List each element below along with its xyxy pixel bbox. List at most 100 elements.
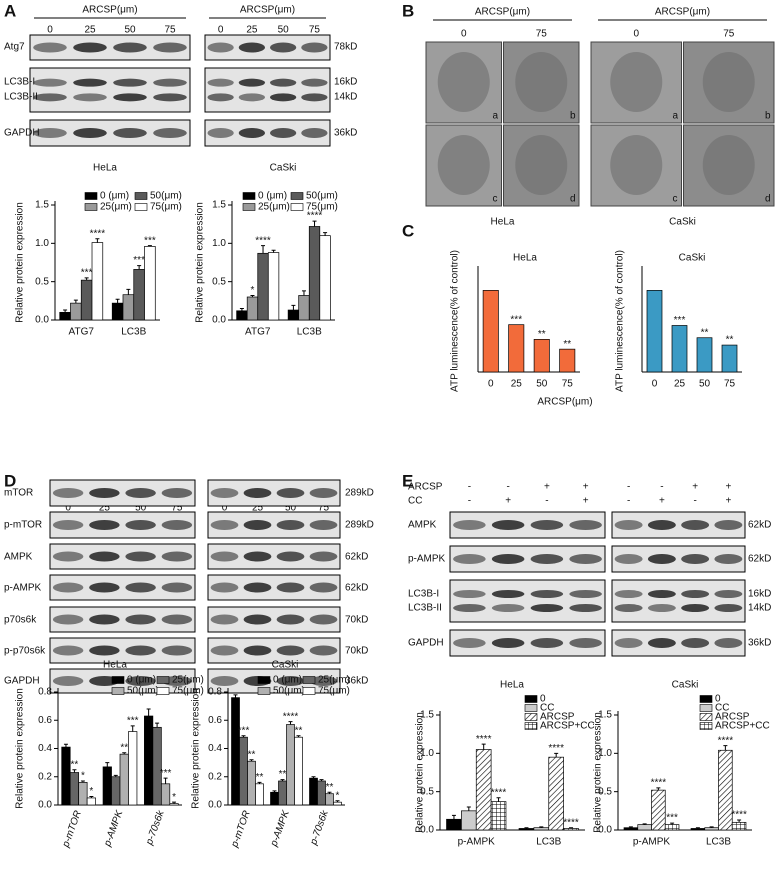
blot-band [453,554,486,564]
lane-label: 0 [633,29,639,40]
bar [308,226,321,321]
blot-strip [449,579,606,623]
blot-band [681,638,710,648]
significance: ** [538,329,546,340]
legend-label: 0 (μm) [273,675,302,686]
legend-swatch [699,695,713,703]
bar [319,235,331,321]
blot-band [569,590,602,598]
x-tick-label: 25 [674,379,686,390]
size-label: 62kD [345,552,368,563]
error-bar [451,814,456,820]
blot-band [453,520,486,530]
y-tick-label: 0.5 [420,786,434,797]
y-tick-label: 0.8 [38,687,52,698]
image-letter: c [493,194,498,205]
blot-band [309,488,338,498]
y-tick-label: 0.0 [208,800,222,811]
blot-band [243,645,272,656]
bar [278,780,287,806]
blot-band [681,604,710,612]
bar [239,736,248,806]
blot-band [125,676,156,686]
x-tick-label: p-70s6k [308,808,331,847]
blot-band [125,645,156,656]
treatment-sign: - [506,482,509,493]
x-tick-label: LC3B [536,837,561,848]
y-tick-label: 0.2 [208,771,222,782]
error-bar [524,827,529,829]
blot-band [210,582,239,593]
blot-band [161,614,193,625]
blot-band [301,93,328,102]
size-label: 62kD [748,520,771,531]
significance: *** [81,267,93,278]
row-label: GAPDH [4,676,40,687]
blot-band [614,554,643,564]
legend-swatch [524,695,538,703]
x-tick-label: p-AMPK [633,837,671,848]
y-tick-label: 0.0 [38,800,52,811]
lane-label: 25 [246,25,258,36]
legend-label: 25(μm) [100,202,132,213]
image-letter: d [765,194,771,205]
significance: *** [144,235,156,246]
bar [69,772,80,806]
em-cell [437,135,490,195]
x-tick-label: 50 [536,379,548,390]
error-bar [670,822,675,825]
blot-band [714,520,743,530]
y-tick-label: 0.5 [598,786,612,797]
legend-swatch [290,203,304,211]
y-axis-label: Relative protein expression [15,202,26,323]
error-bar [323,232,328,236]
blot-band [569,638,602,648]
error-bar [312,220,317,227]
bar [309,777,318,806]
bar [704,827,719,831]
blot-band [210,488,239,498]
row-label: p70s6k [4,615,37,626]
blot-band [309,676,338,686]
treatment-sign: + [583,482,589,493]
bar [563,828,579,831]
blot-band [207,93,234,102]
error-bar [261,245,266,254]
legend-swatch [290,192,304,200]
bar [446,818,462,831]
bar [508,324,525,373]
blot-band [270,128,297,138]
treatment-sign: + [505,496,511,507]
bar [102,766,112,806]
panel-label: A [4,1,16,20]
error-bar [249,759,254,762]
em-cell [610,135,663,195]
blot-band [73,42,107,53]
blot-band [647,520,676,530]
bar [160,783,171,806]
bar [533,827,550,831]
blot-band [161,551,193,562]
blot-band [614,638,643,648]
lane-label: 75 [171,503,183,514]
bar [696,337,713,373]
size-label: 16kD [748,589,771,600]
blot-band [161,488,193,498]
error-bar [147,245,152,247]
bar [325,793,334,806]
legend-label: 0 [540,694,546,705]
significance: *** [666,813,678,824]
error-bar [105,762,110,767]
error-bar [126,288,131,295]
legend-label: 25(μm) [258,202,290,213]
blot-strip [29,67,191,113]
bar [255,783,264,806]
blot-band [89,645,120,656]
panel-label: B [402,1,414,20]
y-axis-label: ATP luminescence(% of control) [615,250,626,392]
legend-swatch [699,713,713,721]
blot-band [309,614,338,625]
y-tick-label: 0.8 [208,687,222,698]
row-label: p-mTOR [4,520,42,531]
error-bar [272,790,277,793]
